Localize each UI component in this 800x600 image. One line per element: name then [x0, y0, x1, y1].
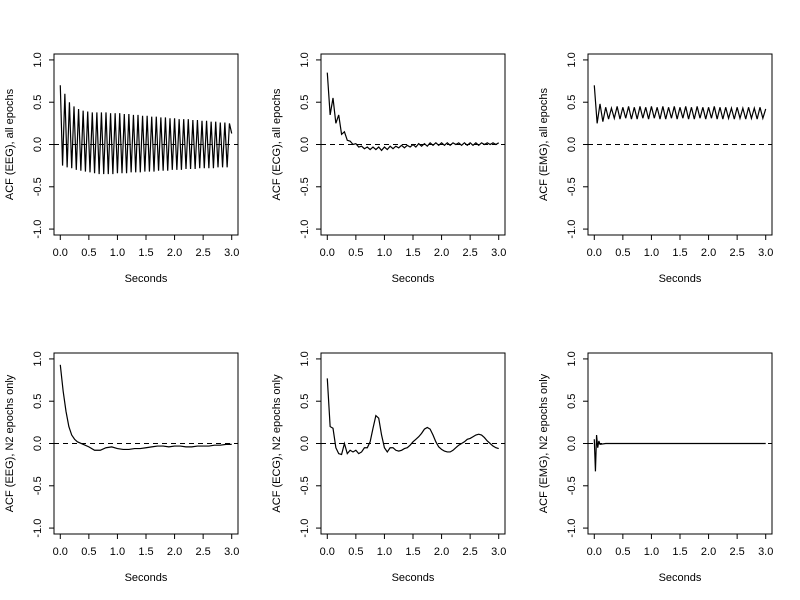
x-tick-label: 1.0: [377, 546, 392, 558]
y-tick-label: 1.0: [299, 351, 311, 366]
y-tick-label: -0.5: [32, 476, 44, 495]
y-tick-label: 0.0: [566, 137, 578, 152]
y-tick-label: 1.0: [32, 52, 44, 67]
x-axis-title: Seconds: [659, 572, 702, 584]
acf-line: [59, 85, 233, 175]
x-tick-label: 2.0: [434, 546, 449, 558]
x-axis-title: Seconds: [125, 273, 168, 285]
y-tick-label: -0.5: [566, 177, 578, 196]
x-tick-label: 3.0: [491, 546, 506, 558]
x-tick-label: 1.0: [377, 247, 392, 259]
y-axis-title: ACF (EEG), N2 epochs only: [4, 374, 16, 512]
x-tick-label: 1.0: [644, 247, 659, 259]
x-tick-label: 3.0: [224, 546, 239, 558]
x-tick-label: 2.5: [195, 546, 210, 558]
acf-line: [593, 85, 767, 124]
x-tick-label: 1.5: [138, 546, 153, 558]
acf-line: [326, 378, 499, 456]
y-tick-label: 1.0: [566, 351, 578, 366]
y-tick-label: 0.5: [32, 394, 44, 409]
x-tick-label: 1.5: [672, 546, 687, 558]
x-tick-label: 0.0: [53, 247, 68, 259]
y-tick-label: -1.0: [299, 220, 311, 239]
y-axis-title: ACF (ECG), N2 epochs only: [271, 374, 283, 513]
x-tick-label: 2.5: [462, 546, 477, 558]
x-tick-label: 2.0: [701, 247, 716, 259]
x-tick-label: 2.5: [195, 247, 210, 259]
y-tick-label: -0.5: [299, 476, 311, 495]
y-tick-label: -1.0: [566, 519, 578, 538]
x-tick-label: 0.5: [81, 546, 96, 558]
x-tick-label: 1.5: [672, 247, 687, 259]
x-tick-label: 0.5: [348, 247, 363, 259]
x-tick-label: 2.0: [167, 546, 182, 558]
y-tick-label: 0.5: [566, 95, 578, 110]
y-tick-label: 1.0: [299, 52, 311, 67]
y-tick-label: 1.0: [32, 351, 44, 366]
x-tick-label: 0.0: [320, 247, 335, 259]
y-axis-title: ACF (EMG), N2 epochs only: [538, 373, 550, 513]
y-tick-label: -0.5: [566, 476, 578, 495]
x-tick-label: 0.0: [320, 546, 335, 558]
x-axis-title: Seconds: [392, 572, 435, 584]
y-tick-label: 0.0: [299, 137, 311, 152]
acf-line: [593, 434, 766, 472]
x-tick-label: 2.5: [462, 247, 477, 259]
y-tick-label: 0.5: [32, 95, 44, 110]
x-tick-label: 0.0: [587, 546, 602, 558]
y-tick-label: -1.0: [299, 519, 311, 538]
x-tick-label: 0.0: [587, 247, 602, 259]
x-tick-label: 0.0: [53, 546, 68, 558]
acf-line: [326, 72, 500, 152]
x-tick-label: 1.0: [110, 247, 125, 259]
x-tick-label: 1.5: [405, 247, 420, 259]
x-axis-title: Seconds: [659, 273, 702, 285]
y-tick-label: 0.0: [299, 436, 311, 451]
x-tick-label: 0.5: [615, 546, 630, 558]
x-tick-label: 3.0: [491, 247, 506, 259]
y-tick-label: -1.0: [566, 220, 578, 239]
y-axis-title: ACF (ECG), all epochs: [271, 88, 283, 200]
x-tick-label: 2.5: [729, 247, 744, 259]
acf-line: [59, 364, 232, 451]
y-tick-label: -1.0: [32, 220, 44, 239]
y-tick-label: -1.0: [32, 519, 44, 538]
y-axis-title: ACF (EMG), all epochs: [538, 87, 550, 201]
x-axis-title: Seconds: [392, 273, 435, 285]
y-tick-label: -0.5: [32, 177, 44, 196]
x-tick-label: 0.5: [348, 546, 363, 558]
x-tick-label: 0.5: [615, 247, 630, 259]
x-tick-label: 2.0: [434, 247, 449, 259]
x-tick-label: 2.0: [701, 546, 716, 558]
x-tick-label: 1.5: [405, 546, 420, 558]
y-tick-label: 0.0: [32, 137, 44, 152]
x-tick-label: 1.0: [644, 546, 659, 558]
x-tick-label: 3.0: [224, 247, 239, 259]
x-tick-label: 1.0: [110, 546, 125, 558]
x-tick-label: 3.0: [758, 546, 773, 558]
x-tick-label: 0.5: [81, 247, 96, 259]
y-tick-label: 1.0: [566, 52, 578, 67]
x-tick-label: 3.0: [758, 247, 773, 259]
y-tick-label: 0.5: [299, 394, 311, 409]
y-axis-title: ACF (EEG), all epochs: [4, 88, 16, 200]
y-tick-label: 0.0: [566, 436, 578, 451]
x-tick-label: 2.0: [167, 247, 182, 259]
y-tick-label: -0.5: [299, 177, 311, 196]
x-axis-title: Seconds: [125, 572, 168, 584]
x-tick-label: 2.5: [729, 546, 744, 558]
y-tick-label: 0.5: [566, 394, 578, 409]
y-tick-label: 0.0: [32, 436, 44, 451]
y-tick-label: 0.5: [299, 95, 311, 110]
x-tick-label: 1.5: [138, 247, 153, 259]
